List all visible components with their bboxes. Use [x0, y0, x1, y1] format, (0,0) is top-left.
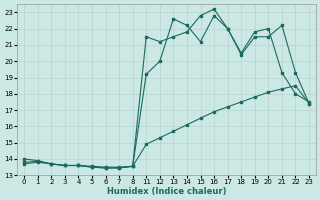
- X-axis label: Humidex (Indice chaleur): Humidex (Indice chaleur): [107, 187, 226, 196]
